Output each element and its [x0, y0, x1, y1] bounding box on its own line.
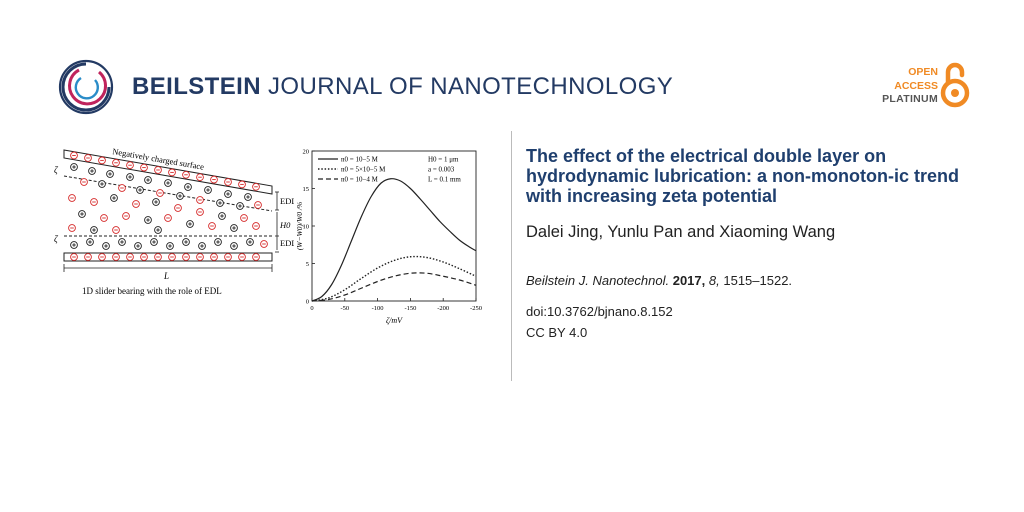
edl-bottom-label: EDL [280, 238, 294, 248]
x-tick-label: -100 [372, 305, 384, 312]
annotation-l: L = 0.1 mm [428, 176, 461, 184]
load-capacity-chart: 0 -50 -100 -150 -200 -250 0 5 10 15 20 n0 = 10−5 M… [296, 148, 482, 325]
citation-volume: 8, [708, 273, 720, 288]
x-tick-label: -150 [404, 305, 416, 312]
oa-line-access: ACCESS [894, 79, 938, 92]
annotation-a: a = 0.003 [428, 166, 455, 174]
zeta-bottom-label: ζ [54, 234, 59, 244]
journal-name-rest: JOURNAL OF NANOTECHNOLOGY [268, 73, 674, 100]
legend-series-3: n0 = 10−4 M [341, 176, 379, 184]
y-tick-label: 0 [306, 298, 309, 305]
annotation-h0: H0 = 1 μm [428, 156, 459, 164]
article-citation: Beilstein J. Nanotechnol. 2017, 8, 1515–… [526, 273, 792, 288]
chart-ticks: 0 -50 -100 -150 -200 -250 0 5 10 15 20 [303, 148, 482, 312]
length-label: L [163, 271, 169, 281]
vertical-divider [511, 131, 512, 381]
open-access-lock-icon [940, 62, 970, 108]
article-title[interactable]: The effect of the electrical double laye… [526, 146, 960, 206]
y-tick-label: 5 [306, 261, 309, 268]
chart-annotations: H0 = 1 μm a = 0.003 L = 0.1 mm [428, 156, 461, 184]
citation-pages: 1515–1522. [723, 273, 793, 288]
series-line-3 [311, 272, 477, 302]
schematic-caption: 1D slider bearing with the role of EDL [82, 286, 222, 296]
journal-name[interactable]: BEILSTEIN JOURNAL OF NANOTECHNOLOGY [132, 73, 673, 101]
chart-legend: n0 = 10−5 M n0 = 5×10−5 M n0 = 10−4 M [318, 156, 386, 184]
journal-logo-icon [58, 59, 114, 115]
x-tick-label: -200 [437, 305, 449, 312]
x-tick-label: 0 [310, 305, 313, 312]
oa-line-platinum: PLATINUM [882, 93, 938, 105]
y-tick-label: 15 [303, 186, 310, 193]
bulk-ions [68, 194, 260, 234]
x-tick-label: -50 [340, 305, 349, 312]
article-doi[interactable]: doi:10.3762/bjnano.8.152 [526, 304, 673, 319]
article-license[interactable]: CC BY 4.0 [526, 325, 588, 340]
journal-name-bold: BEILSTEIN [132, 73, 261, 100]
y-axis-label: (W−W0)/W0 /% [296, 202, 304, 251]
open-access-badge: OPEN ACCESS PLATINUM [872, 66, 938, 107]
edl-slider-schematic: Negatively charged surface ζ ζ [54, 146, 294, 296]
plot-frame [311, 150, 477, 302]
gap-label: H0 [279, 220, 291, 230]
bottom-edl-counterions [70, 238, 268, 250]
article-authors: Dalei Jing, Yunlu Pan and Xiaoming Wang [526, 223, 836, 241]
series-line-1 [311, 178, 477, 302]
oa-line-open: OPEN [908, 66, 938, 78]
zeta-top-label: ζ [54, 165, 59, 175]
citation-year: 2017, [672, 273, 706, 288]
x-tick-label: -250 [470, 305, 482, 312]
citation-journal: Beilstein J. Nanotechnol. [526, 273, 670, 288]
x-axis-label: ζ/mV [386, 316, 403, 325]
series-line-2 [311, 255, 477, 302]
edl-top-label: EDL [280, 196, 294, 206]
legend-series-1: n0 = 10−5 M [341, 156, 379, 164]
y-tick-label: 20 [303, 148, 310, 155]
y-tick-label: 10 [303, 223, 310, 230]
chart-series [311, 178, 477, 302]
legend-series-2: n0 = 5×10−5 M [341, 166, 386, 174]
